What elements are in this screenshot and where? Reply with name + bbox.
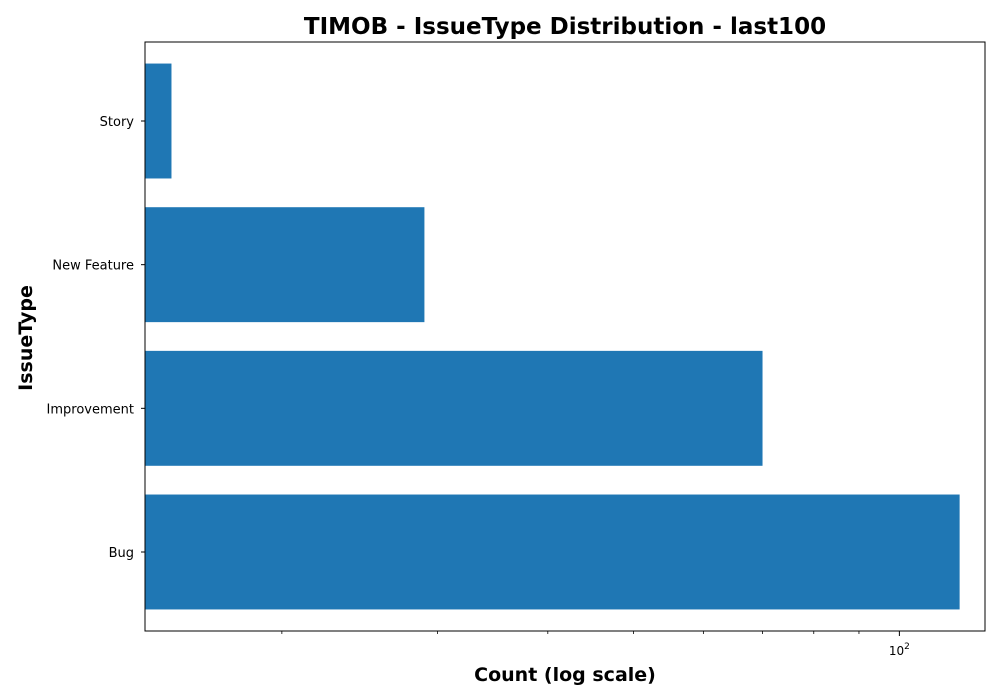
x-tick-label: 102: [889, 642, 910, 658]
y-tick-label-new-feature: New Feature: [52, 259, 134, 274]
y-tick-label-bug: Bug: [109, 546, 134, 561]
bar-story: [145, 63, 172, 179]
x-axis-label: Count (log scale): [474, 664, 656, 686]
chart-title: TIMOB - IssueType Distribution - last100: [304, 14, 826, 40]
bars-group: [145, 63, 960, 610]
y-tick-label-improvement: Improvement: [47, 402, 134, 417]
bar-improvement: [145, 350, 763, 466]
x-axis-ticks: 102: [281, 631, 910, 658]
plot-frame: [144, 41, 986, 632]
y-axis-label: IssueType: [15, 285, 37, 391]
bar-new-feature: [145, 207, 425, 323]
y-axis-ticks: Bug Improvement New Feature Story: [47, 115, 145, 561]
y-tick-label-story: Story: [100, 115, 135, 130]
bar-bug: [145, 494, 960, 610]
